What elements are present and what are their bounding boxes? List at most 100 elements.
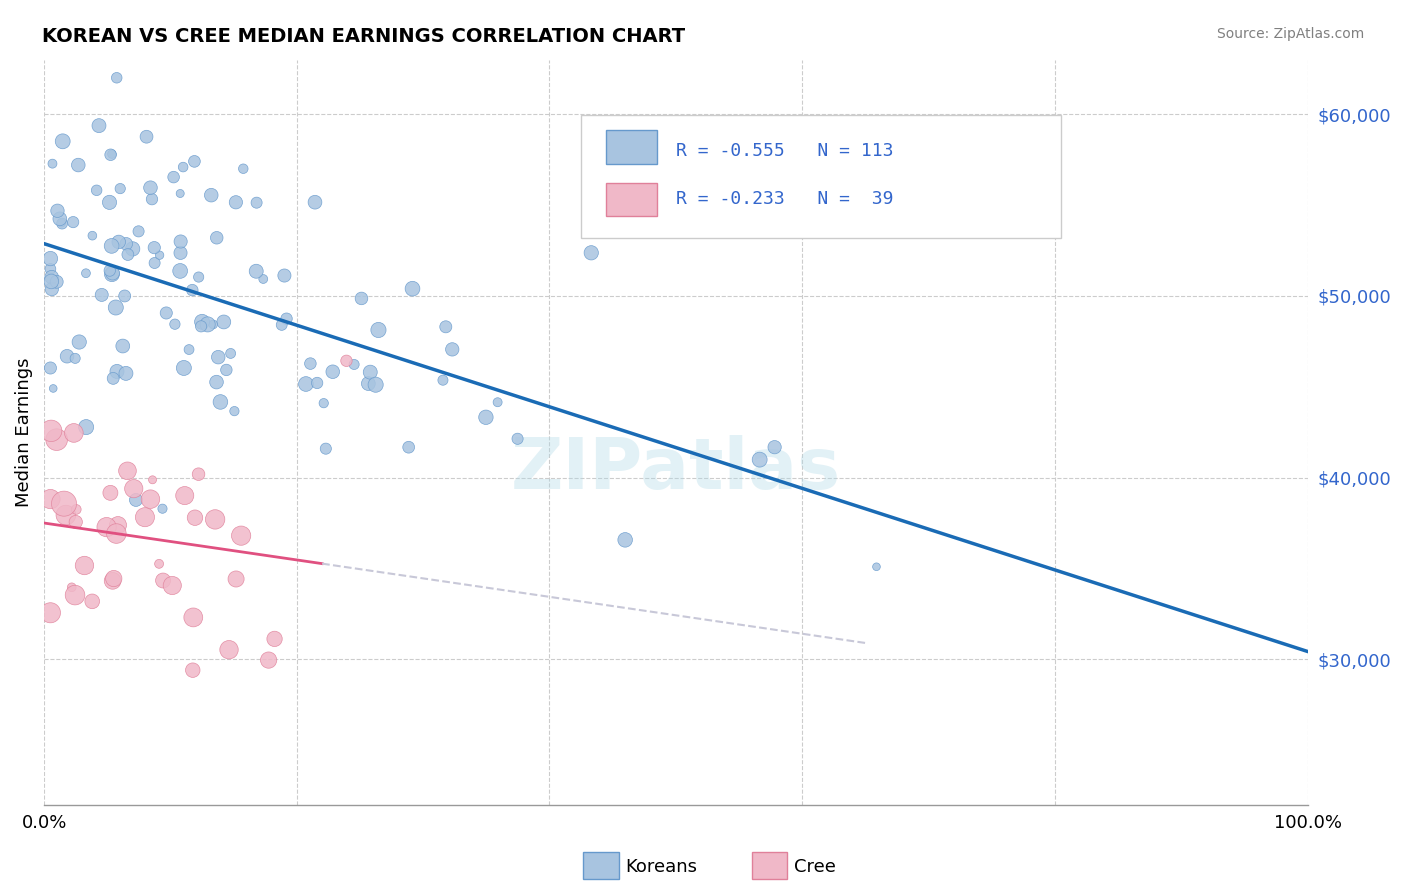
Koreans [114, 289, 136, 303]
Cree [82, 594, 104, 608]
Koreans [763, 440, 786, 454]
Cree [63, 588, 86, 602]
Cree [60, 580, 83, 594]
Koreans [209, 395, 232, 409]
Koreans [270, 318, 292, 332]
Koreans [139, 180, 162, 194]
Koreans [107, 235, 129, 249]
Cree [55, 508, 77, 522]
Koreans [39, 274, 62, 288]
Koreans [169, 264, 191, 278]
Text: R = -0.555   N = 113: R = -0.555 N = 113 [676, 142, 893, 160]
Cree [134, 510, 156, 524]
Koreans [100, 239, 122, 253]
Cree [173, 489, 195, 503]
Koreans [121, 242, 143, 256]
Koreans [63, 351, 86, 366]
Koreans [434, 319, 457, 334]
Koreans [304, 195, 326, 210]
Cree [225, 572, 247, 586]
Cree [152, 574, 174, 588]
FancyBboxPatch shape [606, 130, 657, 164]
Koreans [163, 317, 186, 331]
Koreans [100, 148, 122, 162]
Koreans [56, 349, 79, 363]
Koreans [367, 323, 389, 337]
Koreans [295, 377, 318, 392]
Koreans [200, 188, 222, 202]
Cree [187, 467, 209, 482]
Koreans [104, 301, 127, 315]
Cree [103, 572, 125, 586]
Koreans [115, 236, 138, 251]
Koreans [246, 195, 269, 210]
Koreans [101, 266, 124, 280]
Text: R = -0.233   N =  39: R = -0.233 N = 39 [676, 190, 893, 208]
Koreans [506, 432, 529, 446]
Koreans [322, 365, 344, 379]
Koreans [299, 357, 322, 371]
Y-axis label: Median Earnings: Median Earnings [15, 358, 32, 507]
Koreans [401, 282, 423, 296]
Koreans [86, 183, 108, 197]
Koreans [46, 203, 69, 218]
Koreans [111, 339, 134, 353]
Koreans [49, 211, 72, 226]
Koreans [149, 248, 172, 262]
Cree [107, 518, 129, 533]
Koreans [162, 170, 184, 185]
Cree [139, 492, 162, 507]
Koreans [202, 318, 225, 332]
Cree [181, 663, 204, 677]
Cree [204, 512, 226, 526]
Koreans [42, 381, 65, 395]
Koreans [225, 195, 247, 210]
Koreans [212, 315, 235, 329]
Koreans [143, 256, 166, 270]
Text: Source: ZipAtlas.com: Source: ZipAtlas.com [1216, 27, 1364, 41]
Koreans [364, 377, 387, 392]
Koreans [98, 195, 121, 210]
Koreans [245, 264, 267, 278]
Koreans [108, 181, 131, 195]
Cree [162, 578, 184, 592]
Koreans [105, 364, 128, 378]
Koreans [152, 501, 174, 516]
Koreans [441, 343, 464, 357]
Koreans [51, 216, 73, 230]
Cree [184, 510, 207, 524]
Cree [141, 473, 163, 487]
Koreans [432, 373, 454, 387]
Koreans [115, 367, 138, 381]
Koreans [45, 275, 67, 289]
Koreans [177, 343, 200, 357]
Koreans [39, 252, 62, 266]
Koreans [276, 311, 298, 326]
Koreans [190, 319, 212, 334]
Text: Koreans: Koreans [626, 858, 697, 876]
Koreans [359, 365, 381, 379]
Koreans [62, 215, 84, 229]
Cree [117, 464, 139, 478]
Koreans [75, 420, 97, 434]
Koreans [748, 452, 770, 467]
Koreans [169, 246, 191, 260]
Koreans [169, 186, 191, 201]
Koreans [41, 282, 63, 296]
Koreans [67, 334, 90, 349]
Koreans [224, 404, 246, 418]
Koreans [82, 228, 104, 243]
Koreans [155, 306, 177, 320]
Koreans [181, 283, 204, 297]
Koreans [51, 217, 73, 231]
Cree [96, 520, 118, 534]
Koreans [197, 318, 219, 332]
Koreans [312, 396, 335, 410]
Cree [39, 424, 62, 438]
Koreans [173, 361, 195, 376]
Cree [65, 515, 87, 529]
Cree [63, 425, 86, 440]
Koreans [135, 129, 157, 144]
Koreans [52, 134, 75, 148]
Koreans [486, 395, 509, 409]
